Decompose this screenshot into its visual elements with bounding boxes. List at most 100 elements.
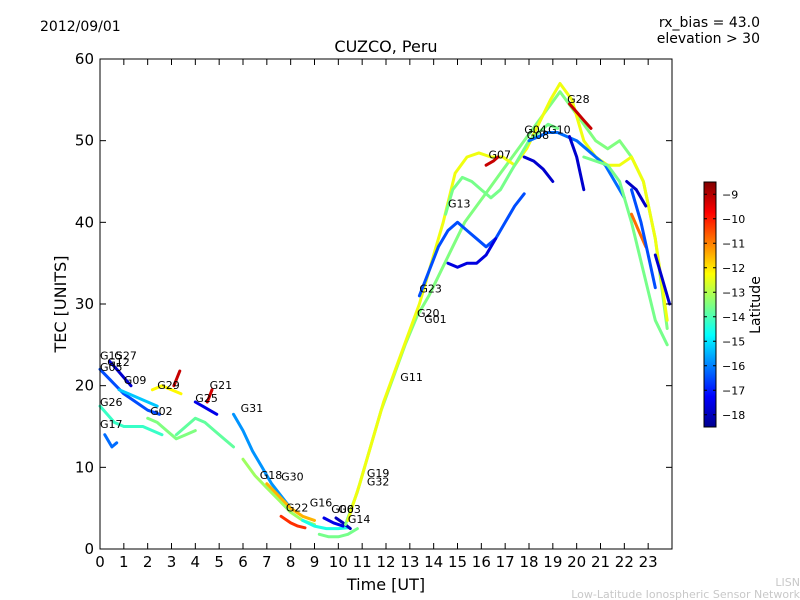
series-rise-b [346,82,669,522]
plot-area: G15G27G12G05G09G26G17G29G02G25G21G31G18G… [75,50,673,571]
y-axis: 0 10 20 30 40 50 60 [75,50,672,558]
sat-label-g16: G16 [310,497,333,510]
x-tick-label: 8 [286,553,296,571]
chart-title: CUZCO, Peru [334,37,437,56]
colorbar: −9 −10 −11 −12 −13 −14 −15 −16 −17 −18 Latitude [703,181,764,428]
footer-network: Low-Latitude Ionospheric Sensor Network [571,588,800,600]
series-late-blue [625,180,648,208]
x-tick-label: 15 [448,553,467,571]
x-axis-label: Time [UT] [346,575,425,594]
series-layer [98,82,672,539]
x-tick-label: 2 [143,553,153,571]
x-tick-label: 23 [639,553,658,571]
series-G10-arc [527,131,626,200]
y-tick-label: 20 [75,377,94,395]
series-G25-arc [174,416,235,449]
sat-label-g21: G21 [210,379,233,392]
series-G23-arc [417,192,526,298]
annotation-rx-bias: rx_bias = 43.0 [659,15,760,31]
series-G21-tail [205,388,214,404]
sat-label-g01: G01 [424,313,447,326]
series-G26-arc [98,404,164,437]
x-tick-label: 22 [615,553,634,571]
y-tick-label: 40 [75,213,94,231]
series-late-a [582,155,669,347]
sat-label-g31: G31 [241,402,264,415]
footer-lisn: LISN [775,576,800,589]
colorbar-tick-label: −17 [722,384,745,397]
series-G07-arc [484,155,500,167]
x-tick-label: 4 [191,553,201,571]
series-G27-arc [108,359,133,388]
annotation-elevation: elevation > 30 [657,31,760,47]
colorbar-tick-label: −11 [722,237,745,250]
sat-label-g05: G05 [100,361,123,374]
y-tick-label: 10 [75,458,94,476]
x-axis: 0 1 2 3 4 5 6 7 8 9 10 11 12 13 14 15 16 17 18 19 20 21 22 23 [95,59,658,571]
y-tick-label: 50 [75,132,94,150]
series-G29-arc [150,384,183,396]
x-tick-label: 18 [519,553,538,571]
y-tick-label: 0 [84,540,94,558]
x-tick-label: 14 [424,553,443,571]
colorbar-tick-label: −15 [722,335,745,348]
x-tick-label: 12 [376,553,395,571]
x-tick-label: 17 [496,553,515,571]
series-G33-arc [446,237,498,269]
series-G13-arc [444,122,560,216]
date-label: 2012/09/01 [40,19,121,35]
colorbar-label: Latitude [748,276,764,334]
colorbar-tick-label: −16 [722,360,745,373]
series-G16-arc [301,518,350,531]
x-tick-label: 0 [95,553,105,571]
y-axis-label: TEC [UNITS] [51,256,70,354]
sat-label-g20: G20 [417,307,440,320]
sat-label-g19: G19 [367,467,390,480]
sat-label-g03: G03 [338,503,361,516]
series-G02-arc [146,416,197,441]
series-G09-arc [117,388,159,408]
sat-label-g22: G22 [286,501,309,514]
series-late-blue3 [653,253,672,306]
sat-label-g17: G17 [100,418,123,431]
series-late-orange [630,212,648,249]
colorbar-tick-label: −13 [722,286,745,299]
series-G08-arc [522,155,555,183]
sat-label-g12: G12 [107,356,130,369]
sat-label-g15: G15 [100,350,123,363]
series-G28-blue [568,135,586,192]
sat-label-g06: G06 [331,503,354,516]
colorbar-tick-label: −10 [722,213,745,226]
sat-label-g10: G10 [548,123,571,136]
sat-label-g25: G25 [195,392,218,405]
colorbar-tick-label: −18 [722,409,745,422]
sat-label-g13: G13 [448,198,471,211]
series-G15-arc [98,367,162,416]
x-tick-label: 21 [591,553,610,571]
x-tick-label: 5 [214,553,224,571]
series-G31-arc [232,412,293,510]
colorbar-tick-label: −14 [722,311,745,324]
x-tick-label: 3 [167,553,177,571]
sat-label-g18: G18 [260,469,283,482]
series-G03-arc [334,516,352,531]
sat-label-g28: G28 [567,93,590,106]
x-tick-label: 16 [472,553,491,571]
sat-label-g23: G23 [419,283,442,296]
x-tick-label: 10 [329,553,348,571]
series-G21-arc [193,400,219,416]
series-G06-arc [322,516,345,528]
sat-label-g08: G08 [527,129,550,142]
series-G22-arc [279,514,307,530]
x-tick-label: 13 [400,553,419,571]
sat-label-g27: G27 [114,350,137,363]
series-late-blue2 [630,188,657,290]
sat-label-g07: G07 [489,149,512,162]
satellite-labels: G15G27G12G05G09G26G17G29G02G25G21G31G18G… [100,93,590,526]
colorbar-tick-label: −12 [722,262,745,275]
sat-label-g11: G11 [400,371,423,384]
sat-label-g32: G32 [367,475,390,488]
series-G14-arc [317,527,359,539]
y-tick-label: 30 [75,295,94,313]
sat-label-g04: G04 [524,123,547,136]
